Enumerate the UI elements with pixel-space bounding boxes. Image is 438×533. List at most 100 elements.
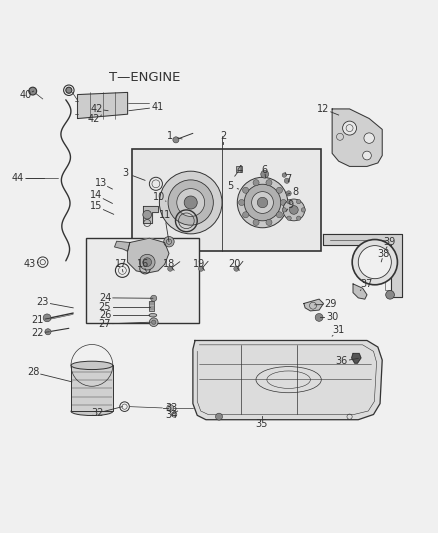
Polygon shape [353, 284, 367, 299]
Text: 13: 13 [95, 178, 107, 188]
Circle shape [139, 254, 155, 270]
Circle shape [167, 405, 174, 411]
Bar [71, 366, 113, 411]
Circle shape [343, 121, 357, 135]
Text: 31: 31 [332, 325, 345, 335]
Polygon shape [352, 353, 361, 363]
Circle shape [239, 199, 245, 206]
Bar [237, 166, 242, 172]
Text: 43: 43 [24, 259, 36, 269]
Circle shape [290, 206, 298, 214]
Circle shape [261, 171, 268, 178]
Polygon shape [323, 234, 402, 297]
Text: 14: 14 [90, 190, 102, 200]
Circle shape [266, 180, 272, 185]
Text: 15: 15 [90, 201, 102, 212]
Bar [149, 301, 154, 311]
Text: 38: 38 [378, 249, 390, 260]
Text: 28: 28 [27, 367, 39, 377]
Circle shape [386, 290, 394, 299]
Circle shape [280, 199, 286, 206]
Polygon shape [143, 206, 158, 223]
Text: 19: 19 [193, 260, 205, 269]
Circle shape [301, 208, 306, 212]
Circle shape [45, 329, 51, 335]
Circle shape [276, 212, 283, 218]
Text: 17: 17 [115, 260, 127, 269]
Text: 24: 24 [99, 293, 111, 303]
Text: 10: 10 [153, 192, 165, 202]
Text: 40: 40 [19, 91, 32, 100]
Circle shape [276, 187, 283, 193]
Circle shape [243, 212, 249, 218]
Circle shape [284, 178, 290, 183]
Text: 39: 39 [384, 237, 396, 247]
Circle shape [257, 197, 268, 208]
Circle shape [283, 199, 305, 221]
Circle shape [244, 184, 281, 221]
Text: 30: 30 [326, 312, 338, 322]
Circle shape [287, 199, 291, 204]
Ellipse shape [71, 407, 113, 416]
Circle shape [66, 87, 72, 93]
Polygon shape [127, 238, 169, 273]
Circle shape [266, 220, 272, 225]
Text: 4: 4 [237, 165, 243, 175]
Text: 35: 35 [255, 419, 268, 429]
Text: 11: 11 [159, 210, 171, 220]
Circle shape [29, 87, 37, 95]
Text: 18: 18 [163, 260, 175, 269]
Circle shape [363, 151, 371, 160]
Circle shape [364, 133, 374, 143]
Text: 1: 1 [167, 131, 173, 141]
Circle shape [177, 189, 205, 216]
Circle shape [198, 266, 204, 271]
Circle shape [358, 246, 391, 279]
Circle shape [173, 137, 179, 143]
Circle shape [297, 216, 301, 220]
Text: 22: 22 [31, 328, 44, 338]
Bar [132, 149, 321, 251]
Polygon shape [332, 109, 382, 166]
Circle shape [168, 180, 213, 225]
Text: 23: 23 [36, 297, 49, 307]
Circle shape [151, 295, 157, 301]
Text: 25: 25 [99, 302, 111, 312]
Circle shape [152, 320, 156, 325]
Circle shape [143, 211, 152, 219]
Circle shape [352, 239, 397, 285]
Circle shape [168, 266, 173, 271]
Ellipse shape [71, 361, 113, 369]
Text: 16: 16 [137, 260, 149, 269]
Polygon shape [304, 299, 323, 311]
Text: 33: 33 [165, 403, 177, 413]
Polygon shape [78, 92, 127, 118]
Text: 12: 12 [317, 104, 330, 114]
Text: 27: 27 [99, 319, 111, 329]
Text: 2: 2 [220, 131, 226, 141]
Circle shape [184, 196, 197, 209]
Circle shape [282, 208, 286, 212]
Circle shape [215, 413, 223, 420]
Polygon shape [193, 341, 382, 419]
Ellipse shape [149, 313, 157, 317]
Text: T—ENGINE: T—ENGINE [110, 71, 181, 84]
Circle shape [282, 173, 286, 177]
Text: 32: 32 [91, 408, 103, 418]
Circle shape [237, 177, 288, 228]
Text: 21: 21 [32, 316, 44, 326]
Circle shape [149, 318, 158, 327]
Circle shape [234, 266, 239, 271]
Circle shape [286, 191, 291, 196]
Circle shape [315, 313, 323, 321]
Text: 42: 42 [88, 115, 100, 124]
Circle shape [252, 192, 273, 213]
Text: 20: 20 [228, 260, 240, 269]
Circle shape [43, 314, 51, 322]
Polygon shape [115, 241, 130, 251]
Text: 9: 9 [288, 200, 294, 209]
Text: 34: 34 [165, 410, 177, 421]
Text: 36: 36 [336, 357, 348, 366]
Circle shape [253, 220, 259, 225]
Text: 6: 6 [261, 165, 268, 175]
